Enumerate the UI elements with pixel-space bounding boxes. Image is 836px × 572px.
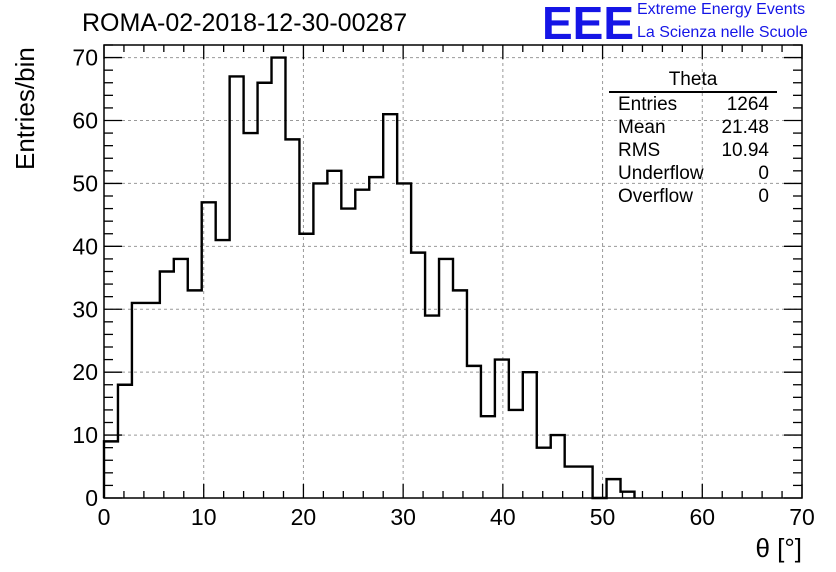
stats-label: Underflow bbox=[618, 163, 704, 184]
x-tick-label: 20 bbox=[291, 504, 317, 530]
x-tick-label: 50 bbox=[590, 504, 616, 530]
y-tick-label: 40 bbox=[72, 233, 98, 259]
y-tick-label: 70 bbox=[72, 45, 98, 71]
stats-value: 0 bbox=[758, 163, 769, 184]
logo-line-2: La Scienza nelle Scuole bbox=[637, 24, 808, 41]
x-tick-label: 30 bbox=[390, 504, 416, 530]
stats-label: Overflow bbox=[618, 186, 693, 207]
tick-labels: 0 10 20 30 40 50 60 70 0 10 20 30 40 50 60 70 bbox=[72, 45, 814, 530]
chart-title: ROMA-02-2018-12-30-00287 bbox=[82, 9, 408, 37]
stats-row-entries: Entries 1264 bbox=[609, 93, 777, 116]
x-tick-label: 10 bbox=[191, 504, 217, 530]
y-tick-label: 0 bbox=[85, 485, 98, 511]
y-axis-label: Entries/bin bbox=[10, 47, 40, 170]
stats-label: Mean bbox=[618, 117, 666, 138]
stats-value: 21.48 bbox=[721, 117, 769, 138]
x-tick-label: 0 bbox=[98, 504, 111, 530]
x-tick-label: 70 bbox=[789, 504, 815, 530]
eee-logo: EEE bbox=[542, 0, 635, 49]
y-tick-label: 60 bbox=[72, 108, 98, 134]
y-tick-label: 30 bbox=[72, 296, 98, 322]
y-tick-label: 20 bbox=[72, 359, 98, 385]
x-tick-label: 40 bbox=[490, 504, 516, 530]
stats-label: RMS bbox=[618, 140, 661, 161]
y-tick-label: 10 bbox=[72, 422, 98, 448]
stats-row-mean: Mean 21.48 bbox=[609, 116, 777, 139]
stats-row-underflow: Underflow 0 bbox=[609, 162, 777, 185]
stats-box: Theta Entries 1264 Mean 21.48 RMS 10.94 … bbox=[609, 69, 777, 208]
stats-value: 0 bbox=[758, 186, 769, 207]
stats-value: 10.94 bbox=[721, 140, 769, 161]
stats-title: Theta bbox=[609, 69, 777, 93]
logo-line-1: Extreme Energy Events bbox=[637, 1, 806, 18]
y-tick-label: 50 bbox=[72, 170, 98, 196]
stats-value: 1264 bbox=[726, 94, 769, 115]
x-axis-label: θ [°] bbox=[755, 533, 802, 563]
histogram-line bbox=[102, 56, 636, 500]
stats-row-overflow: Overflow 0 bbox=[609, 185, 777, 208]
stats-label: Entries bbox=[618, 94, 678, 115]
x-tick-label: 60 bbox=[689, 504, 715, 530]
axis-ticks bbox=[103, 44, 803, 499]
grid bbox=[104, 45, 802, 498]
stats-row-rms: RMS 10.94 bbox=[609, 139, 777, 162]
